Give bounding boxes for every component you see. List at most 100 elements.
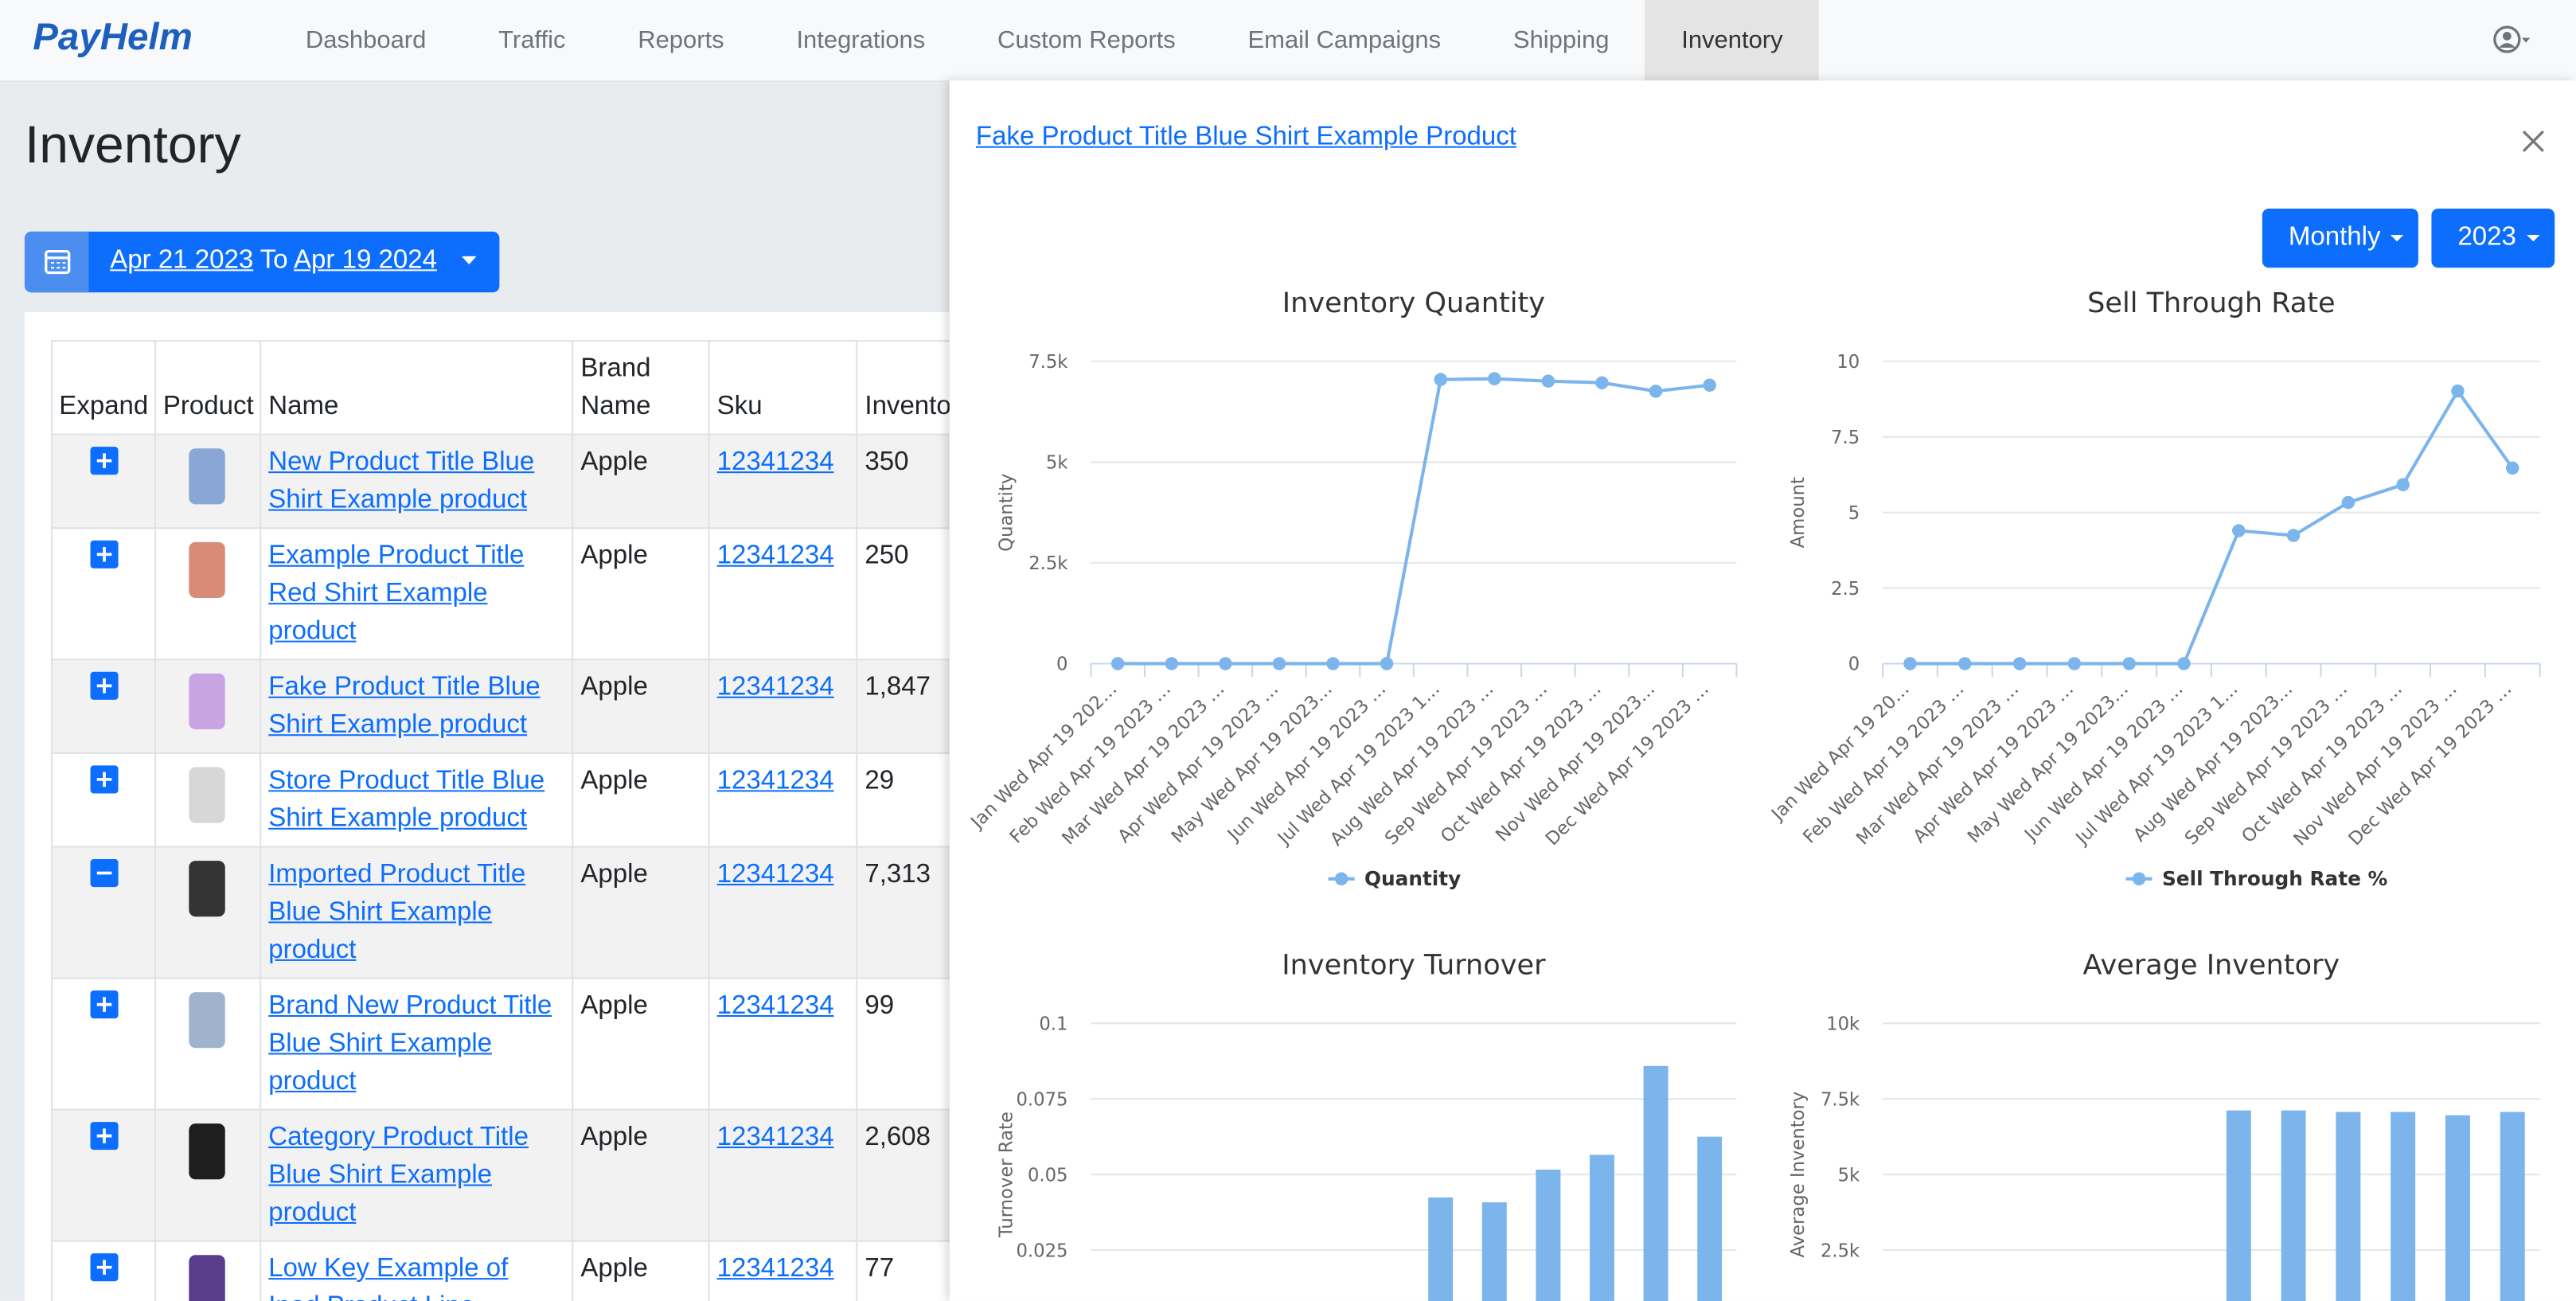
product-cell [154, 1240, 262, 1301]
legend-label: Sell Through Rate % [2162, 867, 2388, 890]
product-link[interactable]: Example Product Title Red Shirt Example … [268, 541, 525, 646]
product-link[interactable]: Brand New Product Title Blue Shirt Examp… [268, 992, 552, 1096]
nav-item[interactable]: Dashboard [305, 26, 427, 55]
sku-link[interactable]: 12341234 [716, 767, 834, 795]
name-cell: Brand New Product Title Blue Shirt Examp… [260, 977, 575, 1111]
point [1272, 657, 1286, 670]
nav-item[interactable]: Traffic [498, 26, 566, 55]
expand-button[interactable] [89, 859, 118, 888]
product-link[interactable]: Category Product Title Blue Shirt Exampl… [268, 1123, 529, 1228]
brand-cell: Apple [572, 658, 711, 754]
sku-link[interactable]: 12341234 [716, 541, 834, 570]
brand-cell: Apple [572, 1108, 711, 1242]
y-tick-label: 0.05 [1028, 1165, 1068, 1186]
expand-cell [50, 1108, 157, 1242]
expand-button[interactable] [89, 447, 118, 475]
product-cell [154, 846, 262, 979]
column-header: Expand [50, 340, 157, 436]
nav-item[interactable]: Integrations [796, 26, 926, 55]
bar [2500, 1112, 2525, 1301]
bar [1536, 1170, 1561, 1301]
date-sep: To [260, 246, 288, 275]
expand-button[interactable] [89, 765, 118, 794]
product-link[interactable]: Low Key Example of Ipad Product Line [268, 1255, 509, 1301]
y-tick-label: 0.075 [1017, 1089, 1068, 1110]
expand-button[interactable] [89, 1122, 118, 1151]
product-link[interactable]: Fake Product Title Blue Shirt Example pr… [268, 673, 541, 740]
nav-item[interactable]: Email Campaigns [1247, 26, 1442, 55]
nav-item[interactable]: Custom Reports [997, 26, 1176, 55]
column-header: Product [154, 340, 262, 436]
y-tick-label: 5 [1848, 503, 1860, 524]
y-tick-label: 10 [1836, 352, 1860, 373]
point [1380, 657, 1394, 670]
product-cell [154, 752, 262, 848]
legend-symbol [1334, 872, 1348, 886]
expand-cell [50, 1240, 157, 1301]
expand-button[interactable] [89, 990, 118, 1019]
sku-cell: 12341234 [708, 527, 859, 661]
table-row: Imported Product Title Blue Shirt Exampl… [50, 846, 1040, 979]
y-tick-label: 2.5k [1821, 1240, 1860, 1261]
inventory-table: Expand Product Name Brand Name Sku Inventory N… [50, 340, 1040, 1301]
point [1958, 657, 1972, 670]
table-row: Example Product Title Red Shirt Example … [50, 527, 1040, 661]
sku-link[interactable]: 12341234 [716, 861, 834, 889]
sku-link[interactable]: 12341234 [716, 673, 834, 701]
table-row: Fake Product Title Blue Shirt Example pr… [50, 658, 1040, 754]
y-tick-label: 10k [1826, 1014, 1860, 1035]
name-cell: Low Key Example of Ipad Product Line [260, 1240, 575, 1301]
product-cell [154, 977, 262, 1111]
nav-item[interactable]: Inventory [1645, 0, 1819, 81]
legend-label: Quantity [1364, 867, 1461, 890]
point [1595, 376, 1609, 389]
y-axis-title: Amount [1788, 477, 1809, 548]
product-link[interactable]: Store Product Title Blue Shirt Example p… [268, 767, 545, 833]
expand-button[interactable] [89, 1253, 118, 1282]
y-tick-label: 0 [1848, 654, 1860, 675]
expand-button[interactable] [89, 671, 118, 700]
line [1118, 377, 1710, 666]
nav-item[interactable]: Reports [638, 26, 724, 55]
point [1649, 385, 1663, 398]
y-tick-label: 2.5 [1831, 579, 1860, 600]
nav-item[interactable]: Shipping [1512, 26, 1610, 55]
page-title: Inventory [24, 115, 241, 174]
name-cell: Example Product Title Red Shirt Example … [260, 527, 575, 661]
panel-title[interactable]: Fake Product Title Blue Shirt Example Pr… [975, 123, 1516, 151]
y-axis-title: Turnover Rate [996, 1112, 1017, 1238]
calendar-icon [24, 231, 89, 293]
date-from[interactable]: Apr 21 2023 [110, 246, 254, 275]
date-range[interactable]: Apr 21 2023 To Apr 19 2024 [24, 231, 500, 293]
bar [2226, 1110, 2251, 1301]
y-axis-title: Average Inventory [1788, 1092, 1809, 1258]
bar [1481, 1202, 1507, 1301]
sku-cell: 12341234 [708, 752, 859, 848]
chart-title: Inventory Quantity [1282, 287, 1545, 319]
period-dropdown[interactable]: Monthly [2262, 209, 2418, 268]
bar [1428, 1197, 1454, 1301]
brand-cell: Apple [572, 433, 711, 529]
sku-link[interactable]: 12341234 [716, 992, 834, 1021]
sku-cell: 12341234 [708, 1240, 859, 1301]
date-to[interactable]: Apr 19 2024 [294, 246, 437, 275]
table-row: Store Product Title Blue Shirt Example p… [50, 752, 1040, 848]
product-link[interactable]: Imported Product Title Blue Shirt Exampl… [268, 861, 526, 965]
navbar: PayHelm Dashboard Traffic Reports Integrati… [0, 0, 2576, 83]
sku-link[interactable]: 12341234 [716, 1123, 834, 1152]
product-image [188, 1255, 225, 1301]
sku-link[interactable]: 12341234 [716, 1255, 834, 1283]
sku-link[interactable]: 12341234 [716, 448, 834, 477]
close-button[interactable] [2520, 128, 2547, 154]
brand-cell: Apple [572, 527, 711, 661]
brand[interactable]: PayHelm [33, 14, 193, 58]
expand-button[interactable] [89, 540, 118, 568]
y-tick-label: 0.025 [1017, 1240, 1068, 1261]
user-menu[interactable] [2492, 23, 2532, 56]
product-cell [154, 1108, 262, 1242]
point [1434, 373, 1447, 386]
year-dropdown[interactable]: 2023 [2431, 209, 2555, 268]
product-link[interactable]: New Product Title Blue Shirt Example pro… [268, 448, 535, 514]
chart-title: Inventory Turnover [1282, 948, 1546, 981]
expand-cell [50, 433, 157, 529]
